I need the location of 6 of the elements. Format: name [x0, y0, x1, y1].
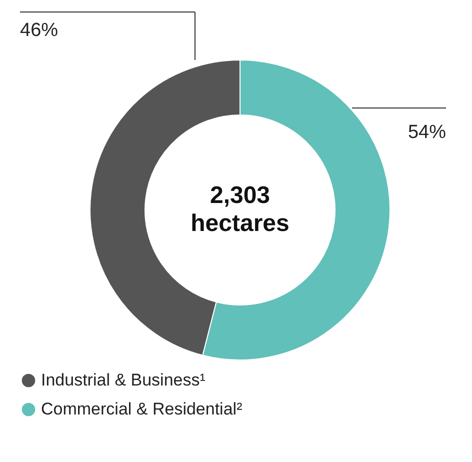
text: 2,303 [210, 182, 270, 209]
data-label: 54% [408, 122, 446, 143]
legend-label: Commercial & Residential² [41, 400, 243, 418]
text: hectares [190, 210, 290, 237]
legend-label: Industrial & Business¹ [41, 370, 206, 390]
data-label: 46% [20, 20, 58, 41]
